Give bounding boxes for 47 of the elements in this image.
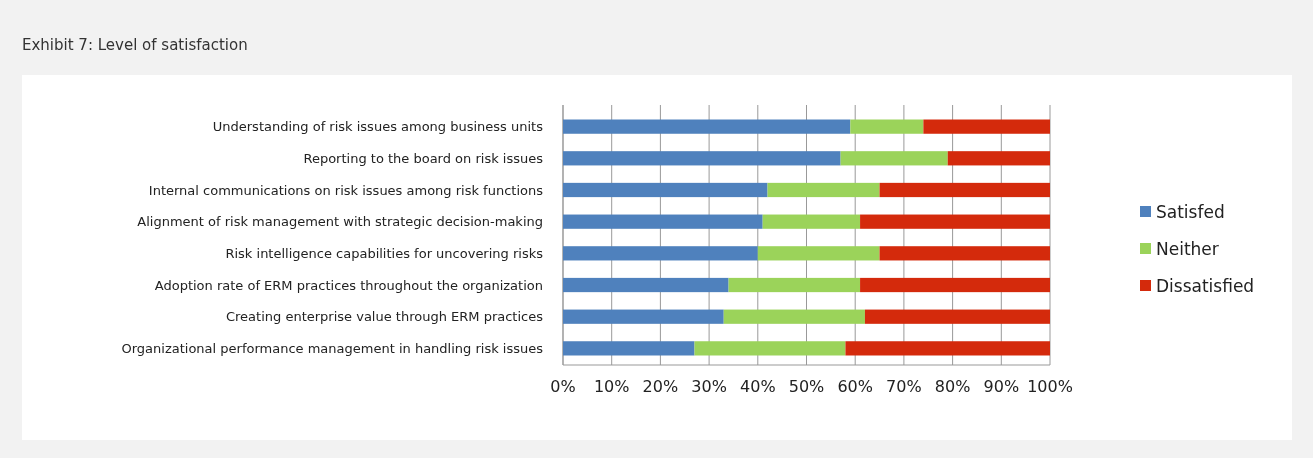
bar [860,277,1050,293]
bar [840,151,948,166]
bar [563,151,841,166]
x-tick-label: 0% [550,377,576,396]
x-tick-label: 30% [691,377,727,396]
bar [563,246,758,261]
legend-label: Neither [1156,238,1219,259]
text: Exhibit 7: Level of satisfaction [22,36,248,54]
x-tick-label: 80% [934,377,971,396]
bar [757,246,880,261]
bar [563,277,729,293]
bar [563,214,763,229]
y-tick-label: Adoption rate of ERM practices throughout the organization [154,277,543,293]
bar [728,277,861,293]
bar [879,246,1050,261]
y-tick-label: Understanding of risk issues among business units [212,119,544,135]
bar [723,309,865,324]
y-tick-label: Risk intelligence capabilities for uncovering risks [225,245,544,261]
bar [860,214,1050,229]
x-tick-label: 50% [788,377,825,396]
bar [563,309,724,324]
bar [762,214,861,229]
bar [850,119,924,134]
y-tick-label: Creating enterprise value through ERM practices [225,309,544,325]
bar [947,151,1050,166]
y-tick-label: Internal communications on risk issues among risk functions [148,182,544,198]
y-tick-label: Reporting to the board on risk issues [303,150,544,166]
x-tick-label: 10% [593,377,630,396]
y-tick-label: Alignment of risk management with strategic decision-making [137,214,543,230]
bar [864,309,1050,324]
y-tick-label: Organizational performance management in handling risk issues [121,340,544,356]
bar [563,119,851,134]
bar [563,182,768,198]
bar [694,341,846,356]
x-tick-label: 100% [1027,377,1073,396]
bar [879,182,1050,198]
x-tick-label: 70% [886,377,922,396]
x-tick-label: 40% [740,377,776,396]
bar [923,119,1050,134]
legend-label: Dissatisfied [1156,275,1255,296]
x-tick-label: 60% [837,377,873,396]
x-tick-label: 20% [642,377,679,396]
bar [845,341,1050,356]
bar [767,182,880,198]
bar [563,341,695,356]
legend-label: Satisfed [1156,201,1225,222]
x-tick-label: 90% [983,377,1020,396]
